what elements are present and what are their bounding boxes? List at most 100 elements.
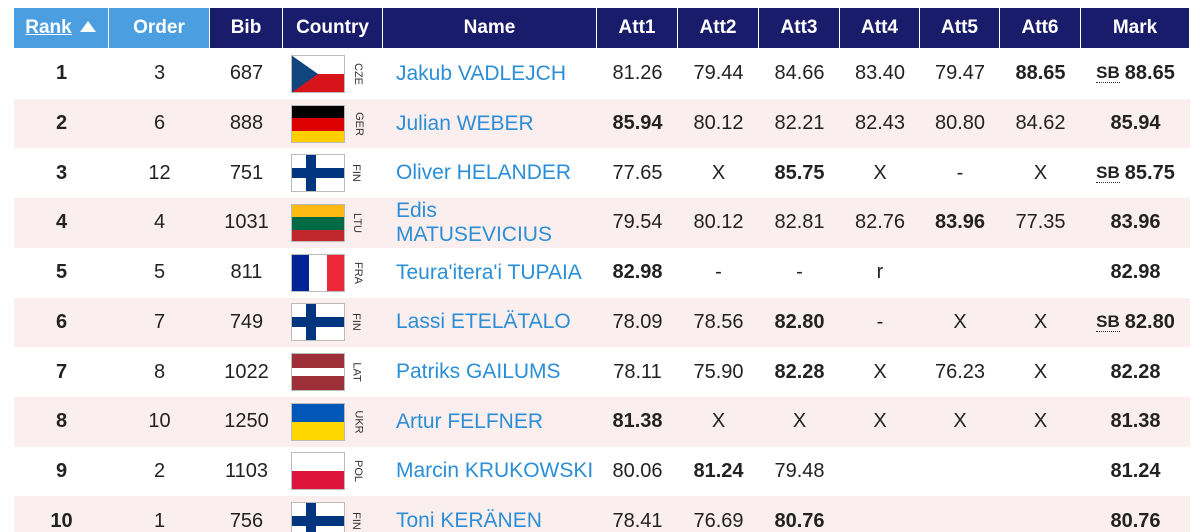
- attempt: X: [1033, 310, 1048, 333]
- result-row: 10 1 756 FIN Toni KERÄNEN 78.41 76.69 80.76 80.7…: [14, 496, 1190, 532]
- column-header: Att5: [920, 8, 1000, 48]
- mark: 82.28: [1081, 347, 1190, 397]
- attempt: [1000, 447, 1081, 497]
- column-header: Bib: [210, 8, 283, 48]
- attempt: X: [792, 410, 807, 433]
- order: 7: [153, 310, 166, 333]
- attempt: 84.62: [1015, 112, 1066, 135]
- bib: 687: [229, 62, 264, 85]
- athlete-name[interactable]: Julian WEBER: [396, 111, 534, 135]
- attempt: 82.80: [774, 310, 825, 333]
- bib: 1031: [224, 211, 269, 234]
- attempt: X: [873, 360, 887, 383]
- athlete-name[interactable]: Oliver HELANDER: [396, 161, 572, 185]
- athlete-name[interactable]: Edis MATUSEVICIUS: [396, 198, 552, 246]
- header-label: Att3: [780, 17, 818, 38]
- column-header: Att4: [840, 8, 920, 48]
- order: 2: [153, 459, 166, 482]
- athlete-name[interactable]: Marcin KRUKOWSKI: [396, 459, 594, 483]
- header-label: Att4: [861, 17, 898, 38]
- column-header: Att1: [597, 8, 678, 48]
- bib: 756: [229, 509, 264, 532]
- attempt: [1000, 248, 1081, 298]
- result-row: 4 4 1031 LTU Edis MATUSEVICIUS 79.54 80.12 82.8…: [14, 198, 1190, 248]
- header-label: Rank: [25, 17, 72, 38]
- mark-value: 82.80: [1124, 310, 1175, 333]
- column-header[interactable]: Rank: [14, 8, 109, 48]
- country-code: UKR: [352, 410, 365, 434]
- attempt: X: [1033, 161, 1048, 184]
- mark-value: 83.96: [1110, 211, 1161, 234]
- order: 1: [153, 509, 166, 532]
- bib: 751: [229, 161, 264, 184]
- rank: 7: [55, 360, 68, 383]
- order: 12: [148, 161, 171, 184]
- country-code: FIN: [349, 164, 362, 183]
- sb-badge: SB: [1096, 311, 1120, 332]
- attempt: 80.12: [693, 211, 744, 234]
- attempt: 84.66: [774, 62, 825, 85]
- rank: 4: [55, 211, 68, 234]
- country-code: FRA: [352, 261, 364, 284]
- attempt: 81.38: [612, 410, 663, 433]
- order: 10: [148, 410, 171, 433]
- athlete-name[interactable]: Toni KERÄNEN: [396, 509, 542, 532]
- attempt: 75.90: [693, 360, 744, 383]
- result-row: 8 10 1250 UKR Artur FELFNER 81.38 X X X X X 81.38: [14, 396, 1190, 447]
- attempt: 81.26: [612, 62, 663, 85]
- bib: 1250: [224, 410, 269, 433]
- attempt: 76.69: [693, 509, 744, 532]
- country: LAT: [283, 347, 383, 397]
- attempt: [920, 496, 1000, 532]
- order: 3: [153, 62, 166, 85]
- attempt: 79.48: [774, 459, 825, 482]
- attempt: X: [711, 161, 726, 184]
- athlete-name[interactable]: Lassi ETELÄTALO: [396, 310, 571, 334]
- attempt: 78.41: [612, 509, 663, 532]
- mark-value: 82.28: [1110, 360, 1161, 383]
- mark: 81.24: [1081, 447, 1190, 497]
- attempt: 79.47: [934, 62, 986, 85]
- result-row: 5 5 811 FRA Teura'itera'i TUPAIA 82.98 - - r 82.9…: [14, 247, 1190, 298]
- result-row: 3 12 751 FIN Oliver HELANDER 77.65 X 85.75 X - X SB…: [14, 148, 1190, 199]
- attempt: [920, 447, 1000, 497]
- attempt: 80.06: [612, 459, 663, 482]
- attempt: X: [1033, 410, 1048, 433]
- header-label: Order: [133, 17, 185, 38]
- sb-badge: SB: [1096, 162, 1120, 183]
- attempt: [1000, 496, 1081, 532]
- country: CZE: [283, 49, 383, 99]
- attempt: X: [873, 161, 887, 184]
- header-label: Att2: [699, 17, 737, 38]
- athlete-name[interactable]: Artur FELFNER: [396, 409, 544, 433]
- mark: 85.94: [1081, 99, 1190, 149]
- athlete-name[interactable]: Jakub VADLEJCH: [396, 61, 567, 85]
- attempt: 82.98: [612, 261, 663, 284]
- mark: 81.38: [1081, 397, 1190, 447]
- column-header[interactable]: Order: [109, 8, 210, 48]
- rank: 3: [55, 161, 68, 184]
- attempt: 82.43: [854, 112, 906, 135]
- mark-value: 85.94: [1110, 112, 1161, 135]
- attempt: 78.09: [612, 310, 663, 333]
- country-code: FIN: [349, 512, 362, 531]
- bib: 888: [229, 112, 264, 135]
- attempt: -: [796, 261, 803, 284]
- attempt: 88.65: [1015, 62, 1066, 85]
- country: FIN: [283, 496, 383, 532]
- column-header: Country: [283, 8, 383, 48]
- mark-value: 81.24: [1110, 459, 1161, 482]
- attempt: 82.28: [774, 360, 825, 383]
- attempt: 79.44: [693, 62, 744, 85]
- athlete-name[interactable]: Teura'itera'i TUPAIA: [396, 260, 582, 284]
- bib: 811: [230, 261, 263, 284]
- attempt: [840, 496, 920, 532]
- athlete-name[interactable]: Patriks GAILUMS: [396, 360, 561, 384]
- header-label: Mark: [1112, 17, 1158, 38]
- order: 5: [153, 261, 166, 284]
- country-code: FIN: [349, 313, 362, 332]
- column-header: Att6: [1000, 8, 1081, 48]
- mark-value: 80.76: [1110, 509, 1161, 532]
- attempt: X: [711, 410, 726, 433]
